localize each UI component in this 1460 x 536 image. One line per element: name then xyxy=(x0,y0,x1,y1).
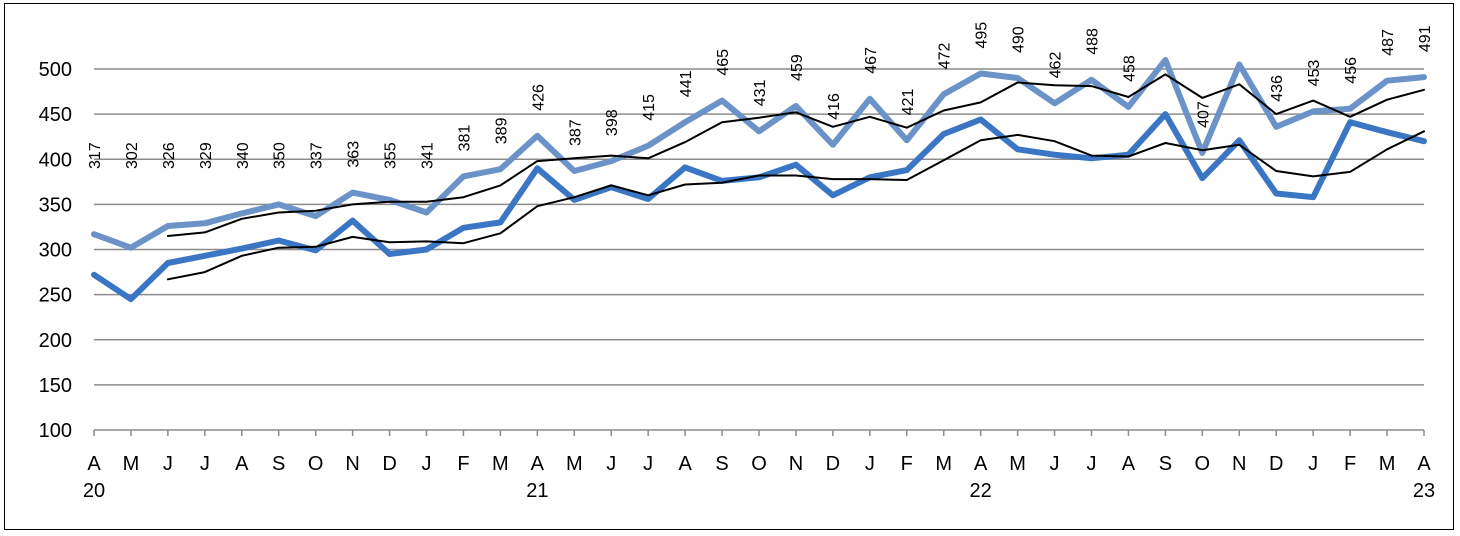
x-tick-label: A xyxy=(87,453,101,475)
data-label: 488 xyxy=(1085,28,1102,55)
x-tick-label: S xyxy=(715,453,728,475)
x-tick-label: F xyxy=(1344,453,1356,475)
x-tick-label: A xyxy=(1122,453,1136,475)
data-label: 381 xyxy=(456,125,473,152)
x-tick-label: A xyxy=(235,453,249,475)
data-label: 491 xyxy=(1417,25,1434,52)
x-tick-label: F xyxy=(901,453,913,475)
data-label: 389 xyxy=(493,117,510,144)
series-line-3 xyxy=(166,73,1425,237)
data-label: 326 xyxy=(161,142,178,169)
data-label: 421 xyxy=(900,89,917,116)
x-tick-label: J xyxy=(422,453,432,475)
x-tick-label: M xyxy=(935,453,952,475)
x-tick-label: A xyxy=(1417,453,1431,475)
x-tick-label: J xyxy=(163,453,173,475)
data-label: 472 xyxy=(937,42,954,69)
x-tick-label: N xyxy=(345,453,359,475)
x-tick-label: A xyxy=(678,453,692,475)
data-label: 431 xyxy=(752,80,769,107)
data-label: 387 xyxy=(567,119,584,146)
x-tick-label: O xyxy=(308,453,324,475)
y-tick-label: 450 xyxy=(39,104,72,126)
x-year-label: 21 xyxy=(526,480,548,502)
x-tick-label: J xyxy=(1087,453,1097,475)
x-tick-label: M xyxy=(1009,453,1026,475)
data-label: 495 xyxy=(974,22,991,49)
series-line-1 xyxy=(91,57,1427,251)
series-line-2 xyxy=(91,111,1427,303)
y-tick-label: 150 xyxy=(39,375,72,397)
y-tick-label: 300 xyxy=(39,240,72,262)
data-label: 441 xyxy=(678,70,695,97)
x-tick-label: N xyxy=(1232,453,1246,475)
data-label: 436 xyxy=(1269,75,1286,102)
x-tick-label: D xyxy=(382,453,396,475)
gridlines xyxy=(94,68,1424,386)
data-label: 355 xyxy=(383,142,400,169)
line-chart: 317 302 326 329 340 350 337 363 355 341 381 389 426 3… xyxy=(39,22,1436,502)
data-label: 341 xyxy=(420,142,437,169)
data-label: 467 xyxy=(863,47,880,74)
x-tick-label: A xyxy=(974,453,988,475)
data-label: 426 xyxy=(530,84,547,111)
y-tick-label: 400 xyxy=(39,149,72,171)
x-tick-label: J xyxy=(606,453,616,475)
data-label: 317 xyxy=(87,142,104,169)
data-label: 337 xyxy=(309,142,326,169)
axes xyxy=(93,429,1425,436)
y-tick-label: 350 xyxy=(39,194,72,216)
x-year-label: 20 xyxy=(83,480,105,502)
x-tick-label: M xyxy=(1379,453,1396,475)
data-label: 407 xyxy=(1195,101,1212,128)
x-tick-label: F xyxy=(457,453,469,475)
data-label: 302 xyxy=(124,142,141,169)
x-tick-label: S xyxy=(1159,453,1172,475)
data-label: 459 xyxy=(789,54,806,81)
x-tick-label: A xyxy=(531,453,545,475)
x-tick-label: M xyxy=(123,453,140,475)
data-label: 458 xyxy=(1121,55,1138,82)
x-tick-label: D xyxy=(826,453,840,475)
x-tick-label: J xyxy=(865,453,875,475)
data-label: 416 xyxy=(826,93,843,120)
x-tick-label: M xyxy=(492,453,509,475)
y-tick-label: 500 xyxy=(39,59,72,81)
x-tick-label: O xyxy=(1195,453,1211,475)
series-line-4 xyxy=(166,130,1425,281)
data-label: 329 xyxy=(198,142,215,169)
x-year-label: 23 xyxy=(1413,480,1435,502)
data-label: 363 xyxy=(346,141,363,168)
data-label: 350 xyxy=(272,142,289,169)
chart-frame: 317 302 326 329 340 350 337 363 355 341 381 389 426 3… xyxy=(4,3,1454,530)
x-year-label: 22 xyxy=(970,480,992,502)
y-tick-label: 200 xyxy=(39,330,72,352)
data-label: 490 xyxy=(1011,26,1028,53)
x-tick-label: S xyxy=(272,453,285,475)
data-label: 415 xyxy=(641,94,658,121)
data-label: 398 xyxy=(604,109,621,136)
data-label: 456 xyxy=(1343,57,1360,84)
x-tick-label: N xyxy=(789,453,803,475)
x-tick-label: J xyxy=(1050,453,1060,475)
x-tick-label: O xyxy=(751,453,767,475)
series-lines xyxy=(91,57,1427,303)
x-tick-label: J xyxy=(200,453,210,475)
x-tick-label: J xyxy=(643,453,653,475)
data-label: 462 xyxy=(1048,52,1065,79)
data-labels: 317 302 326 329 340 350 337 363 355 341 381 389 426 3… xyxy=(87,22,1434,169)
data-label: 465 xyxy=(715,49,732,76)
y-tick-label: 100 xyxy=(39,420,72,442)
x-tick-label: M xyxy=(566,453,583,475)
data-label: 340 xyxy=(235,142,252,169)
x-tick-label: J xyxy=(1308,453,1318,475)
x-tick-label: D xyxy=(1269,453,1283,475)
data-label: 487 xyxy=(1380,29,1397,56)
data-label: 453 xyxy=(1306,60,1323,87)
y-tick-label: 250 xyxy=(39,285,72,307)
